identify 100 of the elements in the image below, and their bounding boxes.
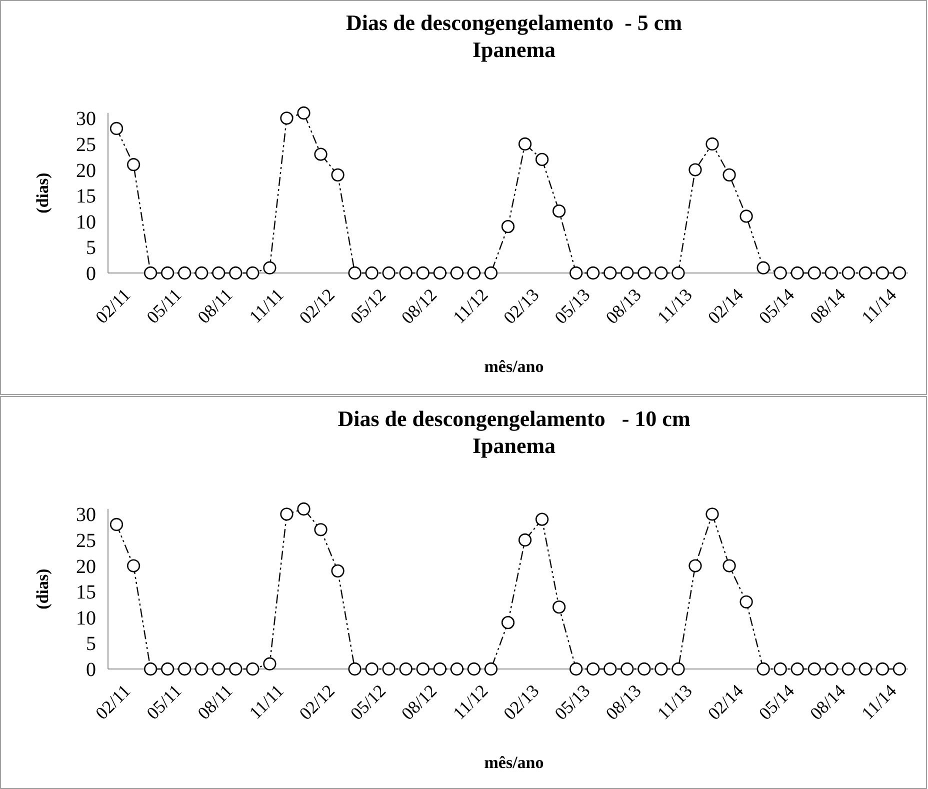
point bbox=[450, 662, 464, 676]
point bbox=[348, 266, 362, 280]
point bbox=[212, 266, 226, 280]
point bbox=[178, 662, 192, 676]
point bbox=[416, 662, 430, 676]
y-tick-label: 5 bbox=[86, 633, 96, 656]
point bbox=[858, 266, 872, 280]
point bbox=[892, 266, 906, 280]
point bbox=[654, 662, 668, 676]
point bbox=[842, 266, 855, 280]
y-axis-title: (dias) bbox=[33, 172, 52, 214]
point bbox=[280, 112, 294, 125]
y-tick-label: 10 bbox=[76, 607, 96, 630]
point bbox=[688, 559, 702, 572]
point bbox=[331, 564, 344, 578]
point bbox=[740, 595, 753, 608]
point bbox=[263, 657, 276, 670]
point bbox=[824, 662, 838, 676]
point bbox=[195, 266, 208, 280]
point bbox=[722, 168, 736, 182]
x-axis-title: mês/ano bbox=[484, 753, 544, 772]
point bbox=[484, 266, 498, 280]
point bbox=[126, 158, 140, 172]
point bbox=[450, 266, 464, 280]
point bbox=[892, 662, 906, 676]
point bbox=[433, 662, 446, 676]
point bbox=[808, 266, 821, 280]
point bbox=[399, 662, 412, 676]
y-tick-label: 5 bbox=[86, 237, 96, 260]
y-tick-label: 25 bbox=[76, 134, 96, 156]
point bbox=[416, 266, 430, 280]
x-axis-title: mês/ano bbox=[484, 357, 544, 376]
point bbox=[161, 662, 174, 676]
point bbox=[382, 662, 396, 676]
y-tick-label: 20 bbox=[76, 160, 96, 182]
point bbox=[144, 662, 158, 676]
point bbox=[518, 533, 532, 547]
point bbox=[501, 616, 515, 630]
point bbox=[706, 137, 719, 151]
point bbox=[774, 662, 787, 676]
point bbox=[365, 266, 378, 280]
y-tick-label: 15 bbox=[76, 186, 96, 208]
point bbox=[706, 508, 719, 521]
point bbox=[570, 266, 583, 280]
point bbox=[246, 266, 260, 280]
point bbox=[824, 266, 838, 280]
point bbox=[638, 662, 651, 676]
point bbox=[604, 662, 617, 676]
point bbox=[552, 204, 566, 218]
point bbox=[756, 662, 770, 676]
point bbox=[229, 662, 242, 676]
point bbox=[808, 662, 821, 676]
y-tick-label: 15 bbox=[76, 582, 96, 604]
point bbox=[280, 508, 294, 521]
point bbox=[501, 220, 515, 234]
point bbox=[535, 512, 549, 526]
point bbox=[467, 266, 481, 280]
point bbox=[688, 163, 702, 176]
point bbox=[382, 266, 396, 280]
point bbox=[858, 662, 872, 676]
point bbox=[586, 266, 600, 280]
point bbox=[314, 523, 328, 536]
point bbox=[331, 168, 344, 182]
point bbox=[722, 559, 736, 572]
point bbox=[212, 662, 226, 676]
y-tick-label: 25 bbox=[76, 530, 96, 552]
point bbox=[552, 600, 566, 614]
point bbox=[790, 662, 804, 676]
point bbox=[433, 266, 446, 280]
y-tick-label: 30 bbox=[76, 108, 96, 130]
point bbox=[178, 266, 192, 280]
point bbox=[399, 266, 412, 280]
point bbox=[518, 137, 532, 151]
point bbox=[876, 266, 890, 280]
point bbox=[774, 266, 787, 280]
point bbox=[144, 266, 158, 280]
point bbox=[638, 266, 651, 280]
y-tick-label: 0 bbox=[86, 263, 96, 285]
point bbox=[535, 152, 549, 166]
point bbox=[263, 261, 276, 274]
point bbox=[570, 662, 583, 676]
point bbox=[161, 266, 174, 280]
y-tick-label: 20 bbox=[76, 556, 96, 578]
point bbox=[876, 662, 890, 676]
point bbox=[740, 210, 753, 223]
point bbox=[586, 662, 600, 676]
point bbox=[195, 662, 208, 676]
chart-title: Dias de descongengelamento - 10 cm bbox=[338, 406, 690, 431]
point bbox=[842, 662, 855, 676]
point bbox=[297, 502, 310, 516]
y-tick-label: 10 bbox=[76, 211, 96, 234]
point bbox=[348, 662, 362, 676]
chart-title: Dias de descongengelamento - 5 cm bbox=[346, 10, 682, 35]
point bbox=[484, 662, 498, 676]
point bbox=[110, 518, 124, 532]
point bbox=[314, 148, 328, 161]
point bbox=[672, 266, 685, 280]
point bbox=[756, 261, 770, 274]
point bbox=[604, 266, 617, 280]
point bbox=[790, 266, 804, 280]
